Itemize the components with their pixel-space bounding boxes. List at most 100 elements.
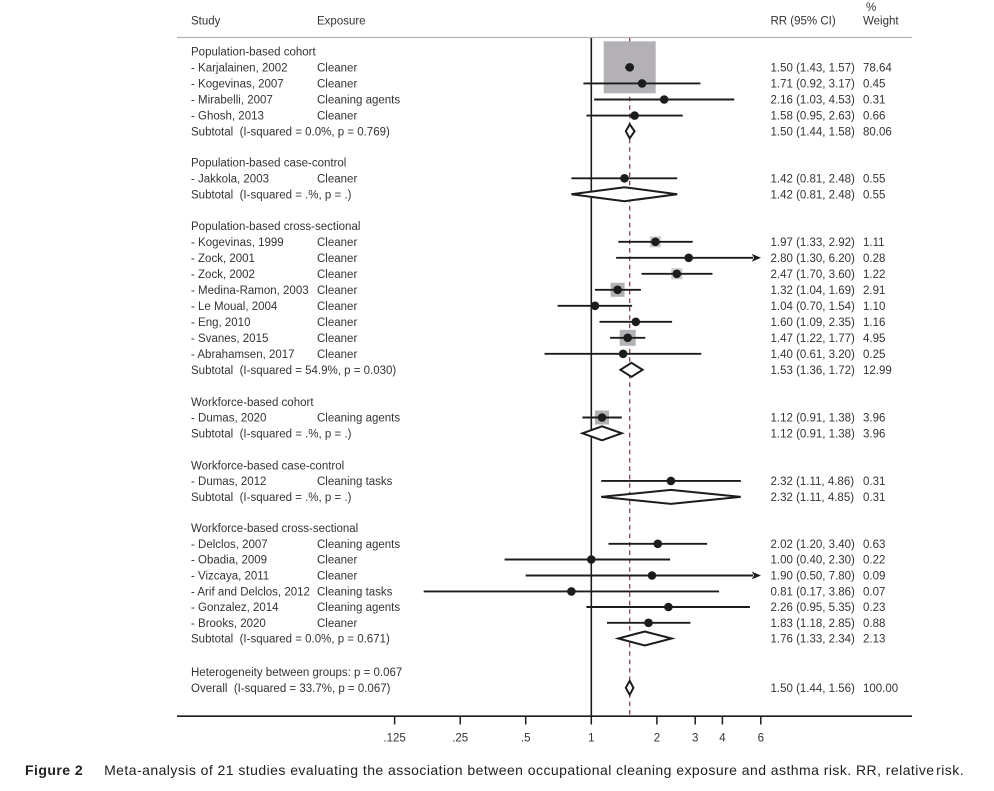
svg-text:2.13: 2.13 [863,634,885,646]
svg-text:1.50 (1.44, 1.56): 1.50 (1.44, 1.56) [771,683,856,695]
svg-text:2.32 (1.11, 4.85): 2.32 (1.11, 4.85) [771,492,855,504]
svg-text:- Kogevinas, 1999: - Kogevinas, 1999 [191,237,284,249]
svg-text:- Gonzalez, 2014: - Gonzalez, 2014 [191,602,279,614]
svg-text:- Dumas, 2020: - Dumas, 2020 [191,413,266,425]
svg-text:1.04 (0.70, 1.54): 1.04 (0.70, 1.54) [771,301,856,313]
svg-text:Cleaning agents: Cleaning agents [317,413,400,425]
svg-text:Subtotal (I-squared = 0.0%, p: Subtotal (I-squared = 0.0%, p = 0.769) [191,126,390,138]
svg-text:1.71 (0.92, 3.17): 1.71 (0.92, 3.17) [771,79,856,91]
svg-text:.5: .5 [521,733,531,745]
svg-text:1.10: 1.10 [863,301,885,313]
svg-text:1.00 (0.40, 2.30): 1.00 (0.40, 2.30) [771,555,856,567]
svg-text:Cleaning agents: Cleaning agents [317,95,400,107]
svg-text:1.97 (1.33, 2.92): 1.97 (1.33, 2.92) [771,237,856,249]
svg-text:Cleaner: Cleaner [317,333,357,345]
svg-text:- Ghosh, 2013: - Ghosh, 2013 [191,111,264,123]
svg-text:4.95: 4.95 [863,333,885,345]
svg-text:0.88: 0.88 [863,618,885,630]
svg-text:Subtotal (I-squared = .%, p =: Subtotal (I-squared = .%, p = .) [191,189,352,201]
svg-text:1.11: 1.11 [863,237,885,249]
svg-text:- Arif and Delclos, 2012: - Arif and Delclos, 2012 [191,587,310,599]
svg-text:2.02 (1.20, 3.40): 2.02 (1.20, 3.40) [771,539,856,551]
svg-text:100.00: 100.00 [863,683,898,695]
svg-text:- Abrahamsen, 2017: - Abrahamsen, 2017 [191,349,295,361]
svg-text:0.31: 0.31 [863,95,885,107]
svg-text:Cleaning tasks: Cleaning tasks [317,587,393,599]
svg-text:0.25: 0.25 [863,349,885,361]
svg-text:1.42 (0.81, 2.48): 1.42 (0.81, 2.48) [771,189,856,201]
svg-text:Heterogeneity between groups:: Heterogeneity between groups: p = 0.067 [191,667,402,679]
svg-text:0.09: 0.09 [863,571,885,583]
svg-text:1.60 (1.09, 2.35): 1.60 (1.09, 2.35) [771,317,856,329]
svg-text:3.96: 3.96 [863,428,885,440]
svg-text:2.80 (1.30, 6.20): 2.80 (1.30, 6.20) [771,253,856,265]
svg-text:1: 1 [588,733,594,745]
svg-text:- Vizcaya, 2011: - Vizcaya, 2011 [191,571,269,583]
svg-text:2.26 (0.95, 5.35): 2.26 (0.95, 5.35) [771,602,856,614]
svg-text:Cleaner: Cleaner [317,285,357,297]
svg-text:Overall (I-squared = 33.7%, p: Overall (I-squared = 33.7%, p = 0.067) [191,683,391,695]
svg-text:- Karjalainen, 2002: - Karjalainen, 2002 [191,62,288,74]
svg-text:1.12 (0.91, 1.38): 1.12 (0.91, 1.38) [771,428,856,440]
svg-text:1.40 (0.61, 3.20): 1.40 (0.61, 3.20) [771,349,856,361]
svg-text:1.53 (1.36, 1.72): 1.53 (1.36, 1.72) [771,365,856,377]
svg-text:0.55: 0.55 [863,189,885,201]
svg-text:78.64: 78.64 [863,62,892,74]
svg-text:- Eng, 2010: - Eng, 2010 [191,317,250,329]
svg-text:Cleaner: Cleaner [317,571,357,583]
svg-text:0.31: 0.31 [863,492,885,504]
svg-text:Workforce-based case-control: Workforce-based case-control [191,461,344,473]
svg-text:- Jakkola, 2003: - Jakkola, 2003 [191,173,269,185]
svg-text:.125: .125 [383,733,405,745]
svg-text:Workforce-based cross-sectiona: Workforce-based cross-sectional [191,523,358,535]
svg-text:Cleaner: Cleaner [317,173,357,185]
svg-text:.25: .25 [452,733,468,745]
svg-text:Cleaner: Cleaner [317,269,357,281]
svg-text:1.16: 1.16 [863,317,885,329]
svg-text:1.42 (0.81, 2.48): 1.42 (0.81, 2.48) [771,173,856,185]
svg-text:Cleaning tasks: Cleaning tasks [317,476,393,488]
svg-text:0.07: 0.07 [863,587,885,599]
svg-text:- Svanes, 2015: - Svanes, 2015 [191,333,268,345]
svg-text:1.22: 1.22 [863,269,885,281]
svg-text:Population-based cross-section: Population-based cross-sectional [191,221,360,233]
svg-text:- Medina-Ramon, 2003: - Medina-Ramon, 2003 [191,285,309,297]
svg-text:2.47 (1.70, 3.60): 2.47 (1.70, 3.60) [771,269,856,281]
svg-text:Subtotal (I-squared = .%, p =: Subtotal (I-squared = .%, p = .) [191,492,352,504]
svg-text:1.76 (1.33, 2.34): 1.76 (1.33, 2.34) [771,634,856,646]
svg-text:Workforce-based cohort: Workforce-based cohort [191,397,314,409]
svg-text:6: 6 [758,733,764,745]
svg-text:1.90 (0.50, 7.80): 1.90 (0.50, 7.80) [771,571,856,583]
svg-text:- Zock, 2002: - Zock, 2002 [191,269,255,281]
svg-text:Subtotal (I-squared = 54.9%,: Subtotal (I-squared = 54.9%, p = 0.030) [191,365,396,377]
svg-text:- Delclos, 2007: - Delclos, 2007 [191,539,268,551]
svg-text:Cleaning agents: Cleaning agents [317,539,400,551]
svg-text:- Mirabelli, 2007: - Mirabelli, 2007 [191,95,273,107]
svg-text:- Obadia, 2009: - Obadia, 2009 [191,555,267,567]
svg-text:1.50 (1.44, 1.58): 1.50 (1.44, 1.58) [771,126,856,138]
svg-text:- Kogevinas, 2007: - Kogevinas, 2007 [191,79,284,91]
svg-text:1.32 (1.04, 1.69): 1.32 (1.04, 1.69) [771,285,856,297]
svg-text:Subtotal (I-squared = 0.0%, p: Subtotal (I-squared = 0.0%, p = 0.671) [191,634,390,646]
svg-text:Cleaning agents: Cleaning agents [317,602,400,614]
svg-text:0.66: 0.66 [863,111,885,123]
svg-text:Weight: Weight [863,16,899,28]
svg-text:- Le Moual, 2004: - Le Moual, 2004 [191,301,278,313]
svg-text:Cleaner: Cleaner [317,62,357,74]
svg-text:- Dumas, 2012: - Dumas, 2012 [191,476,266,488]
svg-text:Exposure: Exposure [317,16,366,28]
svg-text:0.55: 0.55 [863,173,885,185]
svg-text:1.50 (1.43, 1.57): 1.50 (1.43, 1.57) [771,62,856,74]
svg-text:1.58 (0.95, 2.63): 1.58 (0.95, 2.63) [771,111,856,123]
svg-text:- Zock, 2001: - Zock, 2001 [191,253,255,265]
svg-text:Subtotal (I-squared = .%, p =: Subtotal (I-squared = .%, p = .) [191,428,352,440]
svg-text:- Brooks, 2020: - Brooks, 2020 [191,618,266,630]
svg-text:0.31: 0.31 [863,476,885,488]
svg-text:Cleaner: Cleaner [317,349,357,361]
svg-text:0.22: 0.22 [863,555,885,567]
svg-text:2: 2 [654,733,660,745]
svg-text:Population-based cohort: Population-based cohort [191,47,316,59]
svg-text:Cleaner: Cleaner [317,79,357,91]
svg-text:%: % [866,2,876,14]
svg-text:2.16 (1.03, 4.53): 2.16 (1.03, 4.53) [771,95,856,107]
